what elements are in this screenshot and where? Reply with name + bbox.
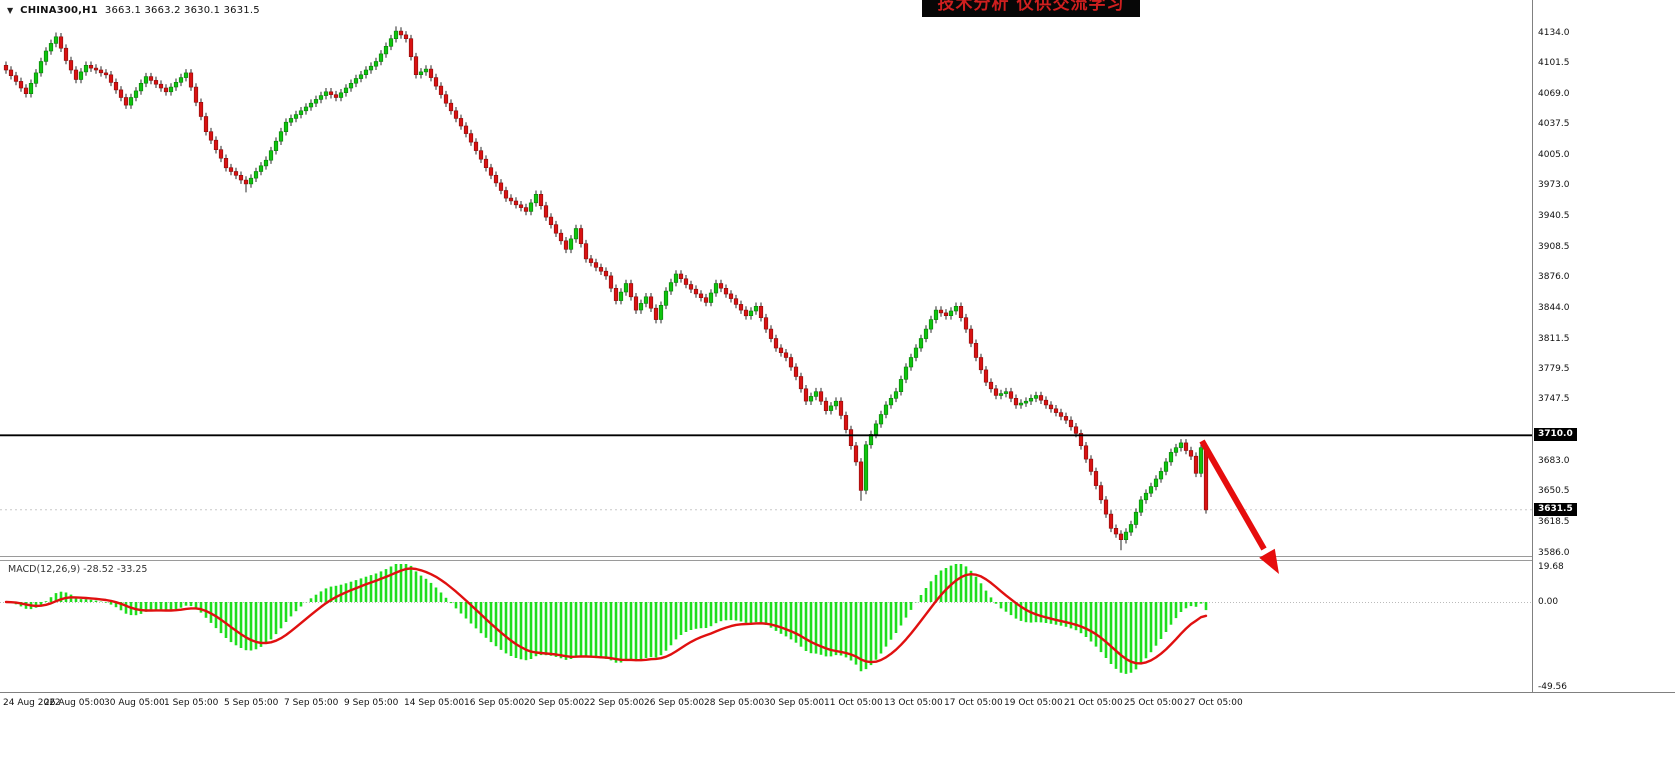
price-axis-label: 3586.0: [1538, 547, 1570, 558]
price-axis-label: 3940.5: [1538, 211, 1570, 222]
price-axis-label: 3683.0: [1538, 455, 1570, 466]
panel-splitter[interactable]: [0, 556, 1532, 561]
time-axis-label: 5 Sep 05:00: [224, 698, 279, 708]
price-axis-label: 3650.5: [1538, 486, 1570, 497]
price-and-macd-chart[interactable]: [0, 0, 1532, 692]
symbol-name: CHINA300,H1: [20, 5, 98, 16]
price-axis-label: 3779.5: [1538, 363, 1570, 374]
symbol-dropdown-icon[interactable]: ▼: [7, 5, 14, 15]
time-axis-label: 22 Sep 05:00: [584, 698, 645, 708]
price-axis-label: 3973.0: [1538, 180, 1570, 191]
macd-axis-label: 0.00: [1538, 596, 1559, 607]
price-axis-label: 4101.5: [1538, 58, 1570, 69]
time-axis-label: 26 Sep 05:00: [644, 698, 705, 708]
time-axis-label: 30 Aug 05:00: [104, 698, 165, 708]
watermark-banner-text: 技术分析 仅供交流学习: [937, 0, 1125, 14]
macd-axis-label: 19.68: [1538, 562, 1564, 573]
time-axis-label: 16 Sep 05:00: [464, 698, 525, 708]
time-axis-label: 11 Oct 05:00: [824, 698, 883, 708]
price-tag: 3710.0: [1534, 428, 1577, 442]
price-tag: 3631.5: [1534, 502, 1577, 516]
macd-indicator-label: MACD(12,26,9) -28.52 -33.25: [8, 564, 148, 575]
time-axis-label: 25 Oct 05:00: [1124, 698, 1183, 708]
time-axis-label: 7 Sep 05:00: [284, 698, 339, 708]
time-axis-label: 21 Oct 05:00: [1064, 698, 1123, 708]
watermark-banner: 技术分析 仅供交流学习: [922, 0, 1140, 17]
price-axis-label: 4069.0: [1538, 89, 1570, 100]
price-axis-label: 4037.5: [1538, 119, 1570, 130]
price-axis-label: 3747.5: [1538, 394, 1570, 405]
macd-axis-label: -49.56: [1538, 682, 1568, 693]
time-axis-label: 24 Aug 2022: [3, 698, 61, 708]
time-axis-label: 19 Oct 05:00: [1004, 698, 1063, 708]
ohlc-values: 3663.1 3663.2 3630.1 3631.5: [104, 5, 260, 16]
price-axis-label: 3811.5: [1538, 333, 1570, 344]
time-axis-label: 20 Sep 05:00: [524, 698, 585, 708]
price-axis-label: 4005.0: [1538, 149, 1570, 160]
time-axis-label: 17 Oct 05:00: [944, 698, 1003, 708]
price-axis-label: 3618.5: [1538, 516, 1570, 527]
time-axis-label: 9 Sep 05:00: [344, 698, 399, 708]
price-axis-label: 3844.0: [1538, 302, 1570, 313]
time-axis-label: 26 Aug 05:00: [44, 698, 105, 708]
price-axis-label: 4134.0: [1538, 27, 1570, 38]
time-axis-label: 27 Oct 05:00: [1184, 698, 1243, 708]
symbol-ohlc-label: ▼ CHINA300,H1 3663.1 3663.2 3630.1 3631.…: [7, 5, 260, 16]
time-axis-label: 13 Oct 05:00: [884, 698, 943, 708]
price-axis-label: 3908.5: [1538, 241, 1570, 252]
time-axis-label: 30 Sep 05:00: [764, 698, 825, 708]
price-axis[interactable]: 4134.0 4101.5 4069.0 4037.5 4005.0 3973.0 3940…: [1532, 0, 1675, 692]
time-axis[interactable]: 24 Aug 2022 26 Aug 05:00 30 Aug 05:00 1 Sep…: [0, 692, 1675, 764]
price-axis-label: 3876.0: [1538, 272, 1570, 283]
time-axis-label: 1 Sep 05:00: [164, 698, 219, 708]
time-axis-label: 28 Sep 05:00: [704, 698, 765, 708]
time-axis-label: 14 Sep 05:00: [404, 698, 465, 708]
chart-canvas[interactable]: ▼ CHINA300,H1 3663.1 3663.2 3630.1 3631.…: [0, 0, 1532, 692]
